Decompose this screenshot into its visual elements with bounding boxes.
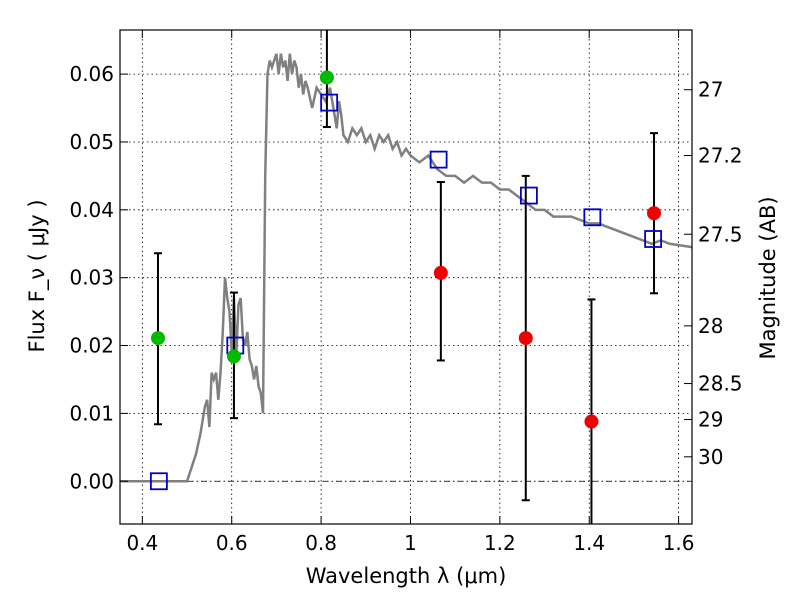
green-point	[319, 70, 334, 85]
right-tick-label: 28.5	[698, 372, 743, 396]
green-markers	[150, 70, 334, 364]
gridlines	[120, 30, 692, 524]
green-point	[226, 349, 241, 364]
right-tick-label: 30	[698, 445, 723, 469]
x-axis-label: Wavelength λ (μm)	[306, 564, 507, 588]
square-markers	[149, 93, 663, 491]
x-tick-label: 1.2	[484, 531, 516, 555]
y-tick-label: 0.01	[69, 401, 114, 425]
plot-frame	[119, 29, 693, 525]
red-point	[584, 414, 599, 429]
square-point	[320, 93, 339, 112]
red-point	[518, 331, 533, 346]
right-tick-label: 27.2	[698, 144, 743, 168]
right-tick-label: 28	[698, 314, 723, 338]
model-spectrum-line	[120, 53, 693, 483]
x-tick-label: 1.4	[573, 531, 605, 555]
x-tick-label: 0.6	[216, 531, 248, 555]
y-tick-label: 0.05	[69, 130, 114, 154]
y-tick-label: 0.06	[69, 62, 114, 86]
y-axis-label: Flux F_ν ( μJy )	[25, 199, 50, 352]
right-tick-label: 27	[698, 78, 723, 102]
square-point	[149, 472, 168, 491]
x-tick-label: 1	[404, 531, 417, 555]
x-tick-label: 0.8	[305, 531, 337, 555]
y-ticks: 0.00 0.01 0.02 0.03 0.04 0.05 0.06	[69, 62, 128, 493]
y-tick-label: 0.02	[69, 334, 114, 358]
square-point	[519, 186, 538, 205]
red-point	[433, 265, 448, 280]
right-axis-label: Magnitude (AB)	[756, 196, 780, 359]
right-tick-label: 27.5	[698, 222, 743, 246]
red-markers	[433, 206, 662, 429]
square-point	[583, 208, 602, 227]
y-tick-label: 0.00	[69, 469, 114, 493]
y-tick-label: 0.03	[69, 266, 114, 290]
error-bars	[153, 30, 659, 524]
right-ticks: 27 27.2 27.5 28 28.5 29 30	[684, 78, 743, 469]
green-point	[150, 331, 165, 346]
x-tick-label: 0.4	[126, 531, 158, 555]
red-point	[647, 206, 662, 221]
right-tick-label: 29	[698, 408, 723, 432]
square-point	[429, 150, 448, 169]
y-tick-label: 0.04	[69, 198, 114, 222]
x-tick-label: 1.6	[663, 531, 695, 555]
square-point	[644, 230, 663, 248]
x-ticks: 0.4 0.6 0.8 1 1.2 1.4 1.6	[126, 30, 695, 555]
